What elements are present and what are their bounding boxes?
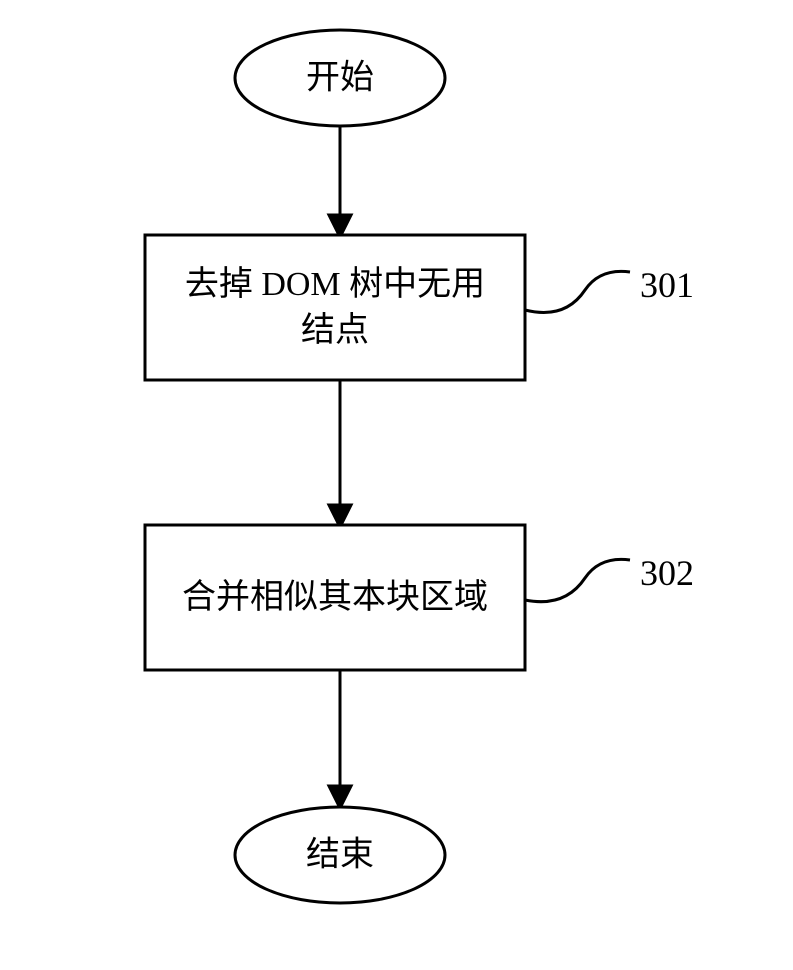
step-301-box bbox=[145, 235, 525, 380]
step-302-text: 合并相似其本块区域 bbox=[182, 578, 488, 616]
flowchart-svg: 开始去掉 DOM 树中无用结点合并相似其本块区域结束 301 302 bbox=[0, 0, 793, 970]
callout-step301-leader bbox=[525, 271, 630, 312]
step-301-text: 去掉 DOM 树中无用 bbox=[185, 265, 485, 303]
callout-step301-ref: 301 bbox=[640, 265, 694, 305]
callout-step302-leader bbox=[525, 559, 630, 601]
step-301-text: 结点 bbox=[301, 311, 369, 349]
start-label: 开始 bbox=[306, 59, 374, 97]
end-label: 结束 bbox=[306, 836, 374, 874]
callout-step302-ref: 302 bbox=[640, 553, 694, 593]
